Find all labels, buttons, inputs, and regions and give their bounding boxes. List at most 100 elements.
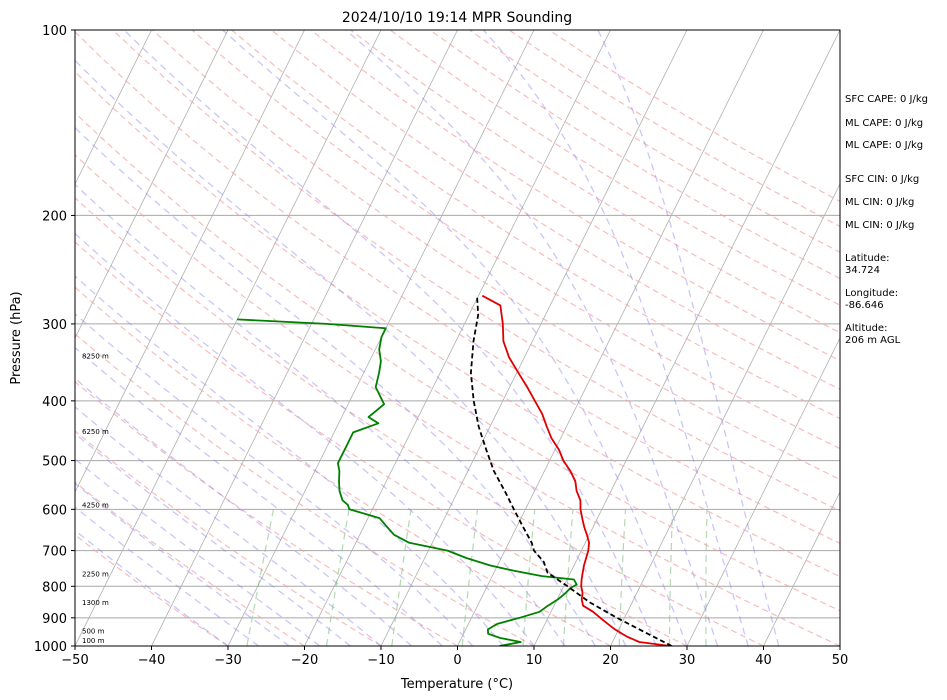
- annotation-longitude-value: -86.646: [845, 300, 884, 311]
- mixing-ratio-line: [618, 509, 627, 646]
- moist-adiabat: [75, 529, 229, 646]
- y-tick-label: 900: [42, 612, 67, 627]
- parcel-profile: [470, 295, 673, 646]
- dry-adiabat: [75, 154, 840, 646]
- isotherm-line: [304, 30, 611, 646]
- x-tick-label: 40: [755, 653, 772, 668]
- moist-adiabat: [75, 232, 535, 646]
- x-tick-label: 50: [832, 653, 849, 668]
- annotation-ml-cin-2: ML CIN: 0 J/kg: [845, 220, 914, 231]
- moist-adiabat: [75, 275, 504, 646]
- x-tick-label: 10: [526, 653, 543, 668]
- height-label: 2250 m: [82, 571, 109, 579]
- moist-adiabat: [75, 59, 627, 646]
- isotherm-line: [75, 30, 305, 493]
- y-axis-ticks: 100 200 300 400 500 600 700 800 900 1000: [34, 24, 75, 655]
- background-lines: [75, 30, 840, 646]
- dry-adiabat: [152, 30, 840, 481]
- annotation-ml-cape-1: ML CAPE: 0 J/kg: [845, 118, 923, 129]
- annotation-altitude-value: 206 m AGL: [845, 335, 901, 346]
- mixing-ratio-line: [325, 509, 350, 646]
- moist-adiabat: [75, 458, 321, 646]
- dry-adiabat: [75, 333, 535, 646]
- y-axis-label: Pressure (hPa): [9, 291, 24, 384]
- dry-adiabat: [75, 111, 840, 612]
- x-axis-label: Temperature (°C): [400, 677, 513, 692]
- isotherm-line: [610, 183, 840, 646]
- annotation-altitude-label: Altitude:: [845, 323, 887, 334]
- height-label: 100 m: [82, 637, 105, 645]
- height-label: 6250 m: [82, 428, 109, 436]
- height-labels: 100 m 500 m 1300 m 2250 m 4250 m 6250 m 8250 m: [82, 352, 109, 645]
- mixing-ratio-line: [522, 509, 536, 646]
- x-tick-label: −10: [367, 653, 394, 668]
- moist-adiabat: [75, 346, 443, 646]
- dry-adiabat: [112, 30, 840, 512]
- mixing-ratio-line: [562, 509, 574, 646]
- dry-adiabat: [75, 30, 840, 544]
- annotation-sfc-cin: SFC CIN: 0 J/kg: [845, 174, 919, 185]
- isotherm-line: [533, 30, 840, 646]
- dry-adiabat: [389, 30, 840, 306]
- dry-adiabat: [271, 30, 840, 390]
- dewpoint-profile: [237, 318, 578, 646]
- annotation-latitude-label: Latitude:: [845, 253, 890, 264]
- moist-adiabat: [482, 30, 749, 646]
- y-tick-label: 400: [42, 395, 67, 410]
- moist-adiabat: [75, 183, 566, 646]
- moist-adiabat: [75, 377, 413, 646]
- moist-adiabat: [345, 30, 719, 646]
- chart-title: 2024/10/10 19:14 MPR Sounding: [342, 10, 572, 26]
- moist-adiabat: [75, 126, 596, 646]
- y-tick-label: 300: [42, 318, 67, 333]
- mixing-ratio-line: [705, 509, 708, 646]
- data-lines: [237, 294, 673, 646]
- height-label: 4250 m: [82, 502, 109, 510]
- x-tick-label: 0: [453, 653, 461, 668]
- isotherm-line: [75, 30, 152, 185]
- height-label: 1300 m: [82, 599, 109, 607]
- annotation-latitude-value: 34.724: [845, 265, 880, 276]
- moist-adiabat: [123, 30, 657, 646]
- dry-adiabat: [231, 30, 840, 420]
- y-tick-label: 700: [42, 545, 67, 560]
- y-tick-label: 200: [42, 209, 67, 224]
- dry-adiabat: [75, 481, 305, 646]
- y-tick-label: 800: [42, 580, 67, 595]
- x-tick-label: 30: [679, 653, 696, 668]
- dry-adiabat: [75, 534, 229, 646]
- dry-adiabat: [350, 30, 840, 334]
- isotherm-line: [151, 30, 458, 646]
- dry-adiabat: [75, 70, 840, 578]
- annotation-longitude-label: Longitude:: [845, 288, 898, 299]
- x-tick-label: −40: [138, 653, 165, 668]
- dry-adiabat: [191, 30, 840, 450]
- isotherm-line: [457, 30, 764, 646]
- dry-adiabat: [75, 430, 382, 646]
- side-annotations: SFC CAPE: 0 J/kg ML CAPE: 0 J/kg ML CAPE…: [845, 94, 928, 346]
- mixing-ratio-line: [391, 509, 412, 646]
- x-axis-ticks: −50 −40 −30 −20 −10 0 10 20 30 40 50: [61, 646, 848, 668]
- x-tick-label: 20: [602, 653, 619, 668]
- isotherm-line: [75, 30, 382, 646]
- dry-adiabat: [75, 241, 688, 646]
- y-tick-label: 1000: [34, 640, 67, 655]
- isotherm-line: [686, 337, 840, 646]
- annotation-sfc-cape: SFC CAPE: 0 J/kg: [845, 94, 928, 105]
- y-tick-label: 500: [42, 455, 67, 470]
- moist-adiabat: [597, 30, 780, 646]
- mixing-ratio-line: [246, 509, 275, 646]
- height-label: 8250 m: [82, 352, 109, 360]
- x-tick-label: −20: [291, 653, 318, 668]
- annotation-ml-cape-2: ML CAPE: 0 J/kg: [845, 140, 923, 151]
- x-tick-label: −50: [61, 653, 88, 668]
- isotherm-line: [75, 30, 229, 339]
- y-tick-label: 100: [42, 24, 67, 39]
- mixing-ratio-line: [461, 509, 479, 646]
- height-label: 500 m: [82, 627, 105, 635]
- isotherm-line: [763, 491, 840, 646]
- moist-adiabat: [75, 406, 382, 646]
- y-tick-label: 600: [42, 503, 67, 518]
- isotherm-line: [380, 30, 688, 646]
